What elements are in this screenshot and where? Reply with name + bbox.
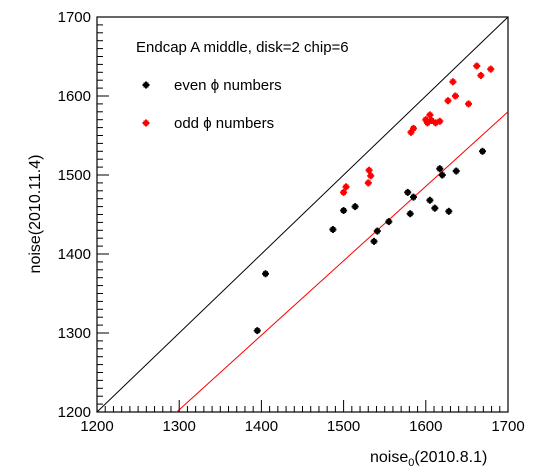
data-point-series-0 bbox=[452, 167, 460, 175]
data-point-series-1 bbox=[407, 128, 415, 136]
x-tick-label: 1500 bbox=[327, 418, 360, 435]
data-point-series-0 bbox=[479, 147, 487, 155]
data-point-series-0 bbox=[262, 270, 270, 278]
data-point-series-1 bbox=[364, 179, 372, 187]
reference-line-1 bbox=[176, 111, 509, 413]
y-tick-label: 1700 bbox=[58, 9, 91, 26]
legend-entry-even: even ϕ numbers bbox=[142, 77, 282, 94]
data-point-series-1 bbox=[422, 116, 430, 124]
data-point-series-1 bbox=[444, 97, 452, 105]
data-point-series-0 bbox=[404, 188, 412, 196]
data-point-series-1 bbox=[367, 172, 375, 180]
y-tick-label: 1600 bbox=[58, 88, 91, 105]
data-point-series-1 bbox=[436, 117, 444, 125]
y-tick-label: 1400 bbox=[58, 246, 91, 263]
data-point-series-0 bbox=[340, 207, 348, 215]
y-tick-label: 1200 bbox=[58, 404, 91, 421]
legend-marker-odd bbox=[142, 119, 150, 127]
y-tick-label: 1500 bbox=[58, 167, 91, 184]
data-point-series-1 bbox=[477, 71, 485, 79]
data-point-series-0 bbox=[431, 204, 439, 212]
x-tick-label: 1700 bbox=[491, 418, 524, 435]
x-axis-title-main: noise bbox=[370, 449, 408, 466]
data-point-series-1 bbox=[449, 78, 457, 86]
x-tick-label: 1600 bbox=[409, 418, 442, 435]
data-point-series-0 bbox=[438, 171, 446, 179]
legend-label-even: even ϕ numbers bbox=[174, 77, 282, 94]
x-axis-title: noise0(2010.8.1) bbox=[370, 449, 487, 469]
legend-marker-even bbox=[142, 81, 150, 89]
data-point-series-0 bbox=[406, 210, 414, 218]
data-point-series-1 bbox=[423, 119, 431, 127]
data-point-series-0 bbox=[370, 237, 378, 245]
x-tick-label: 1200 bbox=[80, 418, 113, 435]
legend-label-odd: odd ϕ numbers bbox=[174, 115, 274, 132]
data-point-series-1 bbox=[432, 119, 440, 127]
data-point-series-1 bbox=[409, 124, 417, 132]
data-point-series-0 bbox=[409, 193, 417, 201]
data-point-series-0 bbox=[385, 218, 393, 226]
x-axis-title-subscript: 0 bbox=[408, 457, 414, 469]
data-point-series-1 bbox=[365, 166, 373, 174]
data-point-series-0 bbox=[426, 196, 434, 204]
data-points bbox=[253, 62, 495, 335]
axis-tick-labels: 1200 1300 1400 1500 1600 1700 1200 1300 1400 1500… bbox=[58, 9, 525, 435]
legend-marker-symbol bbox=[142, 81, 150, 89]
y-tick-label: 1300 bbox=[58, 325, 91, 342]
axis-ticks bbox=[96, 16, 509, 413]
x-tick-label: 1400 bbox=[245, 418, 278, 435]
data-point-series-0 bbox=[436, 165, 444, 173]
data-point-series-1 bbox=[428, 116, 436, 124]
data-point-series-1 bbox=[487, 65, 495, 73]
data-point-series-1 bbox=[465, 100, 473, 108]
legend-entry-odd: odd ϕ numbers bbox=[142, 115, 274, 132]
legend-marker-symbol bbox=[142, 119, 150, 127]
reference-lines bbox=[96, 16, 509, 413]
data-point-series-0 bbox=[329, 226, 337, 234]
data-point-series-1 bbox=[473, 62, 481, 70]
y-axis-title: noise(2010.11.4) bbox=[27, 155, 44, 274]
data-point-series-1 bbox=[451, 92, 459, 100]
reference-line-0 bbox=[96, 16, 509, 413]
x-tick-label: 1300 bbox=[163, 418, 196, 435]
data-point-series-1 bbox=[342, 183, 350, 191]
data-point-series-0 bbox=[445, 207, 453, 215]
data-point-series-0 bbox=[351, 203, 359, 211]
data-point-series-1 bbox=[340, 188, 348, 196]
data-point-series-0 bbox=[373, 227, 381, 235]
legend-title: Endcap A middle, disk=2 chip=6 bbox=[136, 39, 349, 56]
data-point-series-0 bbox=[253, 327, 261, 335]
data-point-series-1 bbox=[426, 111, 434, 119]
x-axis-title-tail: (2010.8.1) bbox=[414, 449, 487, 466]
